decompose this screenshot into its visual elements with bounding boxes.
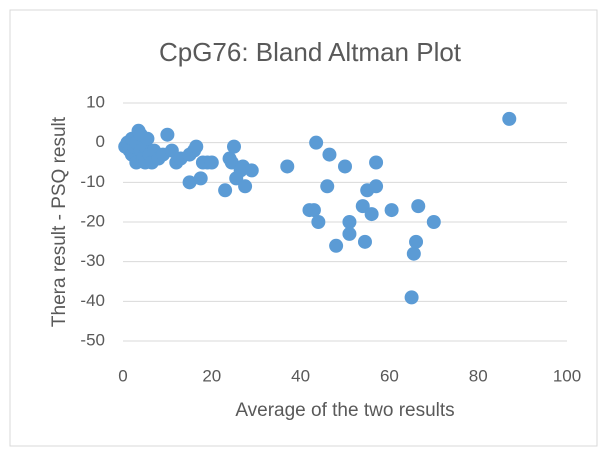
x-tick-label: 0 [118, 366, 127, 385]
point [409, 234, 424, 249]
point [404, 290, 419, 305]
y-tick-label: -50 [80, 330, 105, 349]
y-tick-label: 0 [96, 132, 105, 151]
point [411, 199, 426, 214]
point [329, 238, 344, 253]
point [364, 207, 379, 222]
y-axis-label: Thera result - PSQ result [49, 116, 70, 327]
x-tick-label: 60 [380, 366, 399, 385]
y-tick-label: 10 [86, 92, 105, 111]
point [369, 155, 384, 170]
y-tick-label: -40 [80, 291, 105, 310]
point [160, 127, 175, 142]
point [218, 183, 233, 198]
point [227, 139, 241, 154]
point [426, 215, 441, 229]
point [502, 111, 517, 126]
point [406, 246, 421, 261]
point [204, 155, 219, 170]
x-tick-label: 40 [291, 366, 310, 385]
point [193, 171, 208, 186]
point [238, 179, 253, 194]
point [140, 131, 155, 146]
point [244, 163, 259, 178]
point [182, 175, 197, 190]
x-axis-label: Average of the two results [235, 400, 454, 421]
chart-border [9, 9, 598, 447]
point [342, 215, 357, 229]
point [320, 179, 335, 194]
point [369, 179, 384, 194]
point [384, 203, 399, 218]
point [280, 159, 295, 174]
point [306, 203, 321, 218]
point [189, 139, 204, 154]
chart-title: CpG76: Bland Altman Plot [159, 37, 462, 67]
point [309, 135, 324, 150]
x-tick-label: 20 [202, 366, 221, 385]
x-tick-label: 80 [469, 366, 488, 385]
point [342, 226, 357, 241]
y-tick-label: -20 [80, 211, 105, 230]
y-tick-label: -10 [80, 172, 105, 191]
point [338, 159, 352, 174]
y-tick-label: -30 [80, 251, 105, 270]
point [311, 215, 326, 229]
point [322, 147, 337, 162]
x-tick-label: 100 [553, 366, 581, 385]
point [357, 234, 372, 249]
